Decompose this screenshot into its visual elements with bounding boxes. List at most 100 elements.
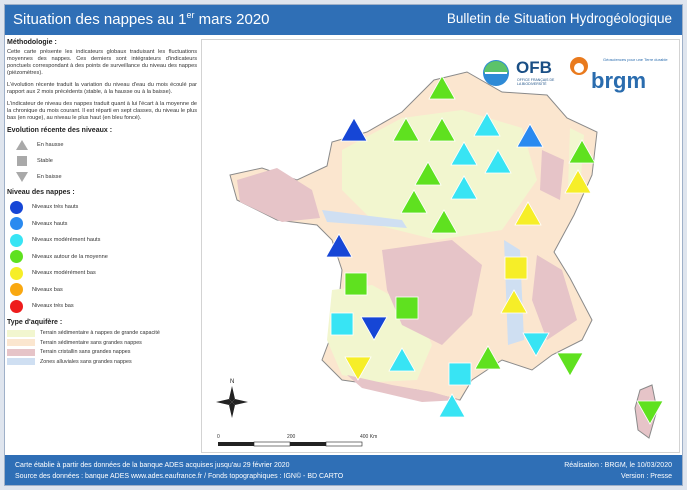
loire-valley [322, 210, 407, 228]
compass-north-label: N [230, 379, 234, 385]
level-color-swatch [10, 200, 23, 214]
title-date: mars 2020 [194, 11, 270, 28]
level-heading: Niveau des nappes : [7, 189, 75, 196]
footer-credits: Réalisation : BRGM, le 10/03/2020 [564, 462, 672, 469]
indicator-centre[interactable] [430, 209, 458, 234]
evolution-label: En hausse [37, 142, 64, 148]
level-label: Niveaux modérément hauts [32, 237, 101, 244]
indicator-bretagne-maine[interactable] [400, 189, 428, 214]
indicator-midi-pyr-n-es[interactable] [388, 347, 416, 372]
aquifer-legend-item: Zones alluviales sans grandes nappes [7, 357, 197, 367]
aquifer-label: Terrain sédimentaire à nappes de grande … [40, 330, 160, 337]
indicator-roussillon[interactable] [438, 393, 466, 418]
footer-bar: Carte établie à partir des données de la… [5, 455, 682, 485]
indicator-vend-e[interactable] [325, 233, 353, 258]
armorican-massif [237, 168, 320, 222]
level-legend-item: Niveaux très hauts [7, 199, 197, 216]
title-text: Situation des nappes au 1 [13, 11, 187, 28]
level-label: Niveaux autour de la moyenne [32, 253, 108, 260]
level-legend-item: Niveaux très bas [7, 298, 197, 315]
methodology-paragraph-2: L'évolution récente traduit la variation… [7, 82, 197, 95]
map-panel[interactable]: N 0 200 400 Km OFB OFFICE FRANÇAIS DE LA… [201, 39, 680, 453]
aquifer-legend-item: Terrain sédimentaire sans grandes nappes [7, 338, 197, 348]
indicator-languedoc[interactable] [448, 362, 472, 386]
triangle-up-icon [7, 139, 37, 151]
indicator-nord[interactable] [428, 75, 456, 100]
aquifer-legend-item: Terrain cristallin sans grandes nappes [7, 348, 197, 358]
level-color-swatch [10, 266, 23, 280]
footer-data-note: Carte établie à partir des données de la… [15, 462, 290, 469]
level-legend-item: Niveaux hauts [7, 216, 197, 233]
square-icon [7, 155, 37, 167]
level-legend-item: Niveaux modérément bas [7, 265, 197, 282]
level-color-swatch [10, 299, 23, 313]
indicator-normandie[interactable] [340, 117, 368, 142]
partner-logos: OFB OFFICE FRANÇAIS DE LA BIODIVERSITÉ G… [481, 54, 671, 100]
footer-version: Version : Presse [621, 473, 672, 480]
aquifer-color-swatch [7, 358, 35, 366]
indicator-landes[interactable] [344, 356, 372, 381]
vosges [540, 150, 564, 200]
compass-rose: N [216, 379, 248, 418]
level-legend-list: Niveaux très hauts Niveaux hauts Niveaux m… [7, 199, 197, 315]
evolution-label: Stable [37, 158, 53, 164]
evolution-item-down: En baisse [7, 169, 197, 185]
indicator-dordogne[interactable] [395, 296, 419, 320]
scale-label-0: 0 [217, 434, 220, 440]
brgm-logo-text: brgm [591, 68, 646, 93]
brgm-tagline: Géosciences pour une Terre durable [603, 57, 668, 62]
indicator-gironde[interactable] [360, 316, 388, 341]
aquifer-heading: Type d'aquifère : [7, 318, 63, 326]
triangle-down-icon [7, 171, 37, 183]
level-label: Niveaux très hauts [32, 204, 79, 211]
indicator-rh-ne[interactable] [500, 289, 528, 314]
indicator-corse[interactable] [636, 400, 664, 425]
indicator-alpes[interactable] [556, 352, 584, 377]
indicator-aquitaine-c-te[interactable] [330, 312, 354, 336]
bulletin-subtitle: Bulletin de Situation Hydrogéologique [446, 11, 672, 26]
header-bar: Situation des nappes au 1er mars 2020 Bu… [5, 5, 682, 35]
indicator-lorraine[interactable] [516, 123, 544, 148]
aquifer-label: Zones alluviales sans grandes nappes [40, 358, 132, 365]
methodology-paragraph-3: L'indicateur de niveau des nappes tradui… [7, 101, 197, 121]
aquifer-label: Terrain sédimentaire sans grandes nappes [40, 339, 142, 346]
legend-panel: Méthodologie : Cette carte présente les … [7, 39, 197, 453]
level-legend-item: Niveaux bas [7, 282, 197, 299]
level-label: Niveaux modérément bas [32, 270, 96, 277]
level-color-swatch [10, 250, 23, 264]
paris-basin [342, 110, 537, 240]
france-map[interactable]: N [202, 40, 679, 452]
page-title: Situation des nappes au 1er mars 2020 [13, 10, 270, 28]
methodology-paragraph-1: Cette carte présente les indicateurs glo… [7, 49, 197, 76]
title-superscript: er [186, 10, 195, 20]
indicator-provence[interactable] [474, 345, 502, 370]
indicator-bourgogne-sud[interactable] [504, 256, 528, 280]
indicator-picardie-ouest[interactable] [392, 117, 420, 142]
indicator-haute-normandie-sud[interactable] [414, 161, 442, 186]
aquifer-legend-item: Terrain sédimentaire à nappes de grande … [7, 329, 197, 339]
level-legend-item: Niveaux modérément hauts [7, 232, 197, 249]
indicator-alsace[interactable] [568, 139, 596, 164]
pyrenees [347, 375, 460, 402]
level-color-swatch [10, 233, 23, 247]
aquifer-label: Terrain cristallin sans grandes nappes [40, 349, 131, 356]
indicator-dr-me[interactable] [522, 332, 550, 357]
evolution-item-stable: Stable [7, 153, 197, 169]
level-color-swatch [10, 217, 23, 231]
indicator-champagne-nord[interactable] [473, 112, 501, 137]
scale-label-400: 400 Km [360, 434, 378, 440]
methodology-heading: Méthodologie : [7, 39, 57, 46]
aquifer-color-swatch [7, 329, 35, 337]
indicator-franche-comt-[interactable] [514, 201, 542, 226]
level-label: Niveaux très bas [32, 303, 74, 310]
indicator-alsace-sud[interactable] [564, 169, 592, 194]
indicator-symbols [325, 75, 664, 425]
level-label: Niveaux bas [32, 286, 63, 293]
indicator-charentes[interactable] [344, 272, 368, 296]
ofb-logo-icon [483, 60, 509, 86]
indicator-bourgogne-nord[interactable] [450, 175, 478, 200]
indicator--le-de-france[interactable] [450, 141, 478, 166]
indicator-champagne-sud[interactable] [484, 149, 512, 174]
footer-sources: Source des données : banque ADES www.ade… [15, 473, 344, 480]
indicator-picardie-est[interactable] [428, 117, 456, 142]
